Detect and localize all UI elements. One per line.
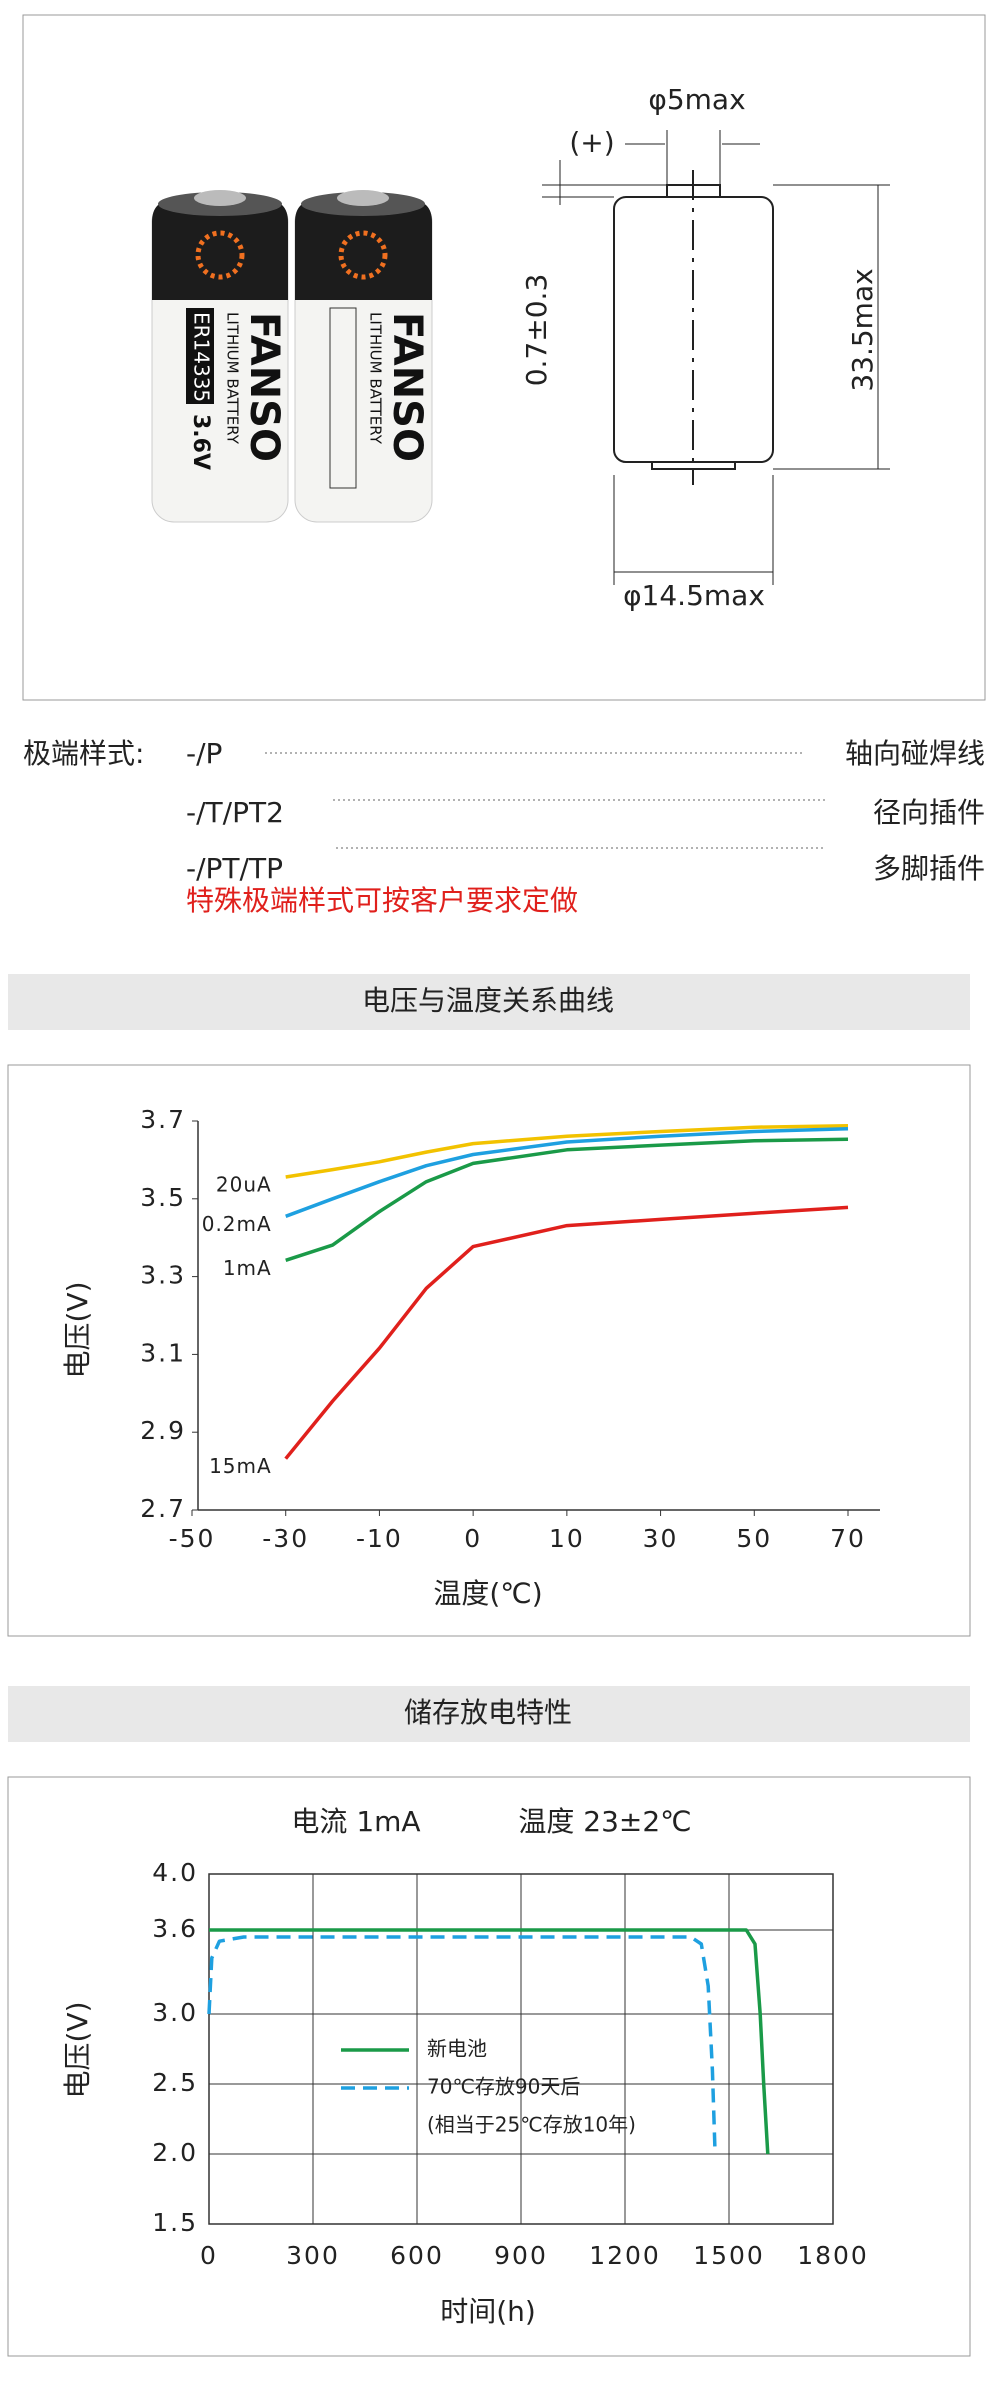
series-line <box>285 1123 849 1179</box>
battery-photo: FANSO LITHIUM BATTERY ER14335 3.6V <box>151 190 289 523</box>
x-tick-label: 70 <box>830 1524 866 1553</box>
dim-tip-height: 0.7±0.3 <box>520 274 553 387</box>
terminal-code: -/P <box>186 737 222 770</box>
section-title: 电压与温度关系曲线 <box>362 984 614 1017</box>
x-tick-label: 10 <box>549 1524 585 1553</box>
x-tick-label: 300 <box>286 2241 340 2270</box>
dim-tip-diameter: φ5max <box>648 83 745 116</box>
y-axis-title-group: 电压(V) <box>61 2001 94 2098</box>
series-line <box>285 1137 849 1262</box>
dim-height: 33.5max <box>846 268 879 391</box>
y-tick-label: 3.6 <box>152 1914 198 1943</box>
x-tick-label: -10 <box>356 1524 403 1553</box>
y-axis-title: 电压(V) <box>61 2001 94 2098</box>
y-tick-label: 3.0 <box>152 1998 198 2027</box>
series-label: 20uA <box>216 1173 272 1197</box>
y-axis-title: 电压(V) <box>61 1281 94 1378</box>
terminal-code: -/PT/TP <box>186 852 283 885</box>
series-line <box>284 1205 849 1460</box>
y-tick-label: 2.7 <box>140 1494 186 1523</box>
battery-photo: FANSO LITHIUM BATTERY <box>294 190 433 523</box>
series-line <box>209 1928 770 2155</box>
battery-subtitle: LITHIUM BATTERY <box>224 312 242 445</box>
battery-model: ER14335 <box>190 312 214 402</box>
x-tick-label: 900 <box>494 2241 548 2270</box>
series-label: 1mA <box>223 1256 272 1280</box>
series-label: 15mA <box>209 1454 272 1478</box>
legend-label: 新电池 <box>427 2037 487 2061</box>
terminal-desc: 径向插件 <box>873 796 985 829</box>
section-header <box>8 974 970 1030</box>
terminal-desc: 轴向碰焊线 <box>845 737 985 770</box>
dim-diameter: φ14.5max <box>623 579 765 612</box>
series-line <box>285 1127 849 1218</box>
legend-note: (相当于25℃存放10年) <box>427 2113 636 2137</box>
y-tick-label: 3.7 <box>140 1105 186 1134</box>
x-tick-label: 30 <box>643 1524 679 1553</box>
y-tick-label: 3.1 <box>140 1338 186 1367</box>
x-axis-title: 温度(℃) <box>433 1577 542 1610</box>
x-tick-label: 0 <box>200 2241 218 2270</box>
y-tick-label: 1.5 <box>152 2208 198 2237</box>
terminal-note: 特殊极端样式可按客户要求定做 <box>186 884 578 917</box>
dimension-drawing <box>542 130 890 585</box>
battery-brand: FANSO <box>384 312 430 462</box>
x-axis-title: 时间(h) <box>440 2295 536 2328</box>
annotation: 温度 23±2℃ <box>518 1805 691 1838</box>
section-title: 储存放电特性 <box>404 1696 572 1729</box>
terminal-desc: 多脚插件 <box>873 852 985 885</box>
x-tick-label: 1500 <box>693 2241 765 2270</box>
x-tick-label: 50 <box>736 1524 772 1553</box>
x-tick-label: 0 <box>464 1524 482 1553</box>
series-label: 0.2mA <box>202 1212 272 1236</box>
x-tick-label: 1800 <box>797 2241 869 2270</box>
section-header <box>8 1686 970 1742</box>
battery-brand: FANSO <box>241 312 287 462</box>
y-tick-label: 2.9 <box>140 1416 186 1445</box>
legend-label: 70℃存放90天后 <box>427 2075 580 2099</box>
x-tick-label: 600 <box>390 2241 444 2270</box>
annotation: 电流 1mA <box>291 1805 420 1838</box>
battery-subtitle: LITHIUM BATTERY <box>367 312 385 445</box>
x-tick-label: -50 <box>169 1524 216 1553</box>
y-tick-label: 4.0 <box>152 1858 198 1887</box>
y-tick-label: 2.5 <box>152 2068 198 2097</box>
y-tick-label: 3.3 <box>140 1261 186 1290</box>
terminal-code: -/T/PT2 <box>186 796 284 829</box>
x-tick-label: 1200 <box>589 2241 661 2270</box>
y-axis-title-group: 电压(V) <box>61 1281 94 1378</box>
y-tick-label: 2.0 <box>152 2138 198 2167</box>
dim-positive: (+) <box>569 126 614 159</box>
x-tick-label: -30 <box>262 1524 309 1553</box>
battery-voltage: 3.6V <box>188 414 213 470</box>
terminal-label: 极端样式: <box>23 737 144 770</box>
y-tick-label: 3.5 <box>140 1183 186 1212</box>
